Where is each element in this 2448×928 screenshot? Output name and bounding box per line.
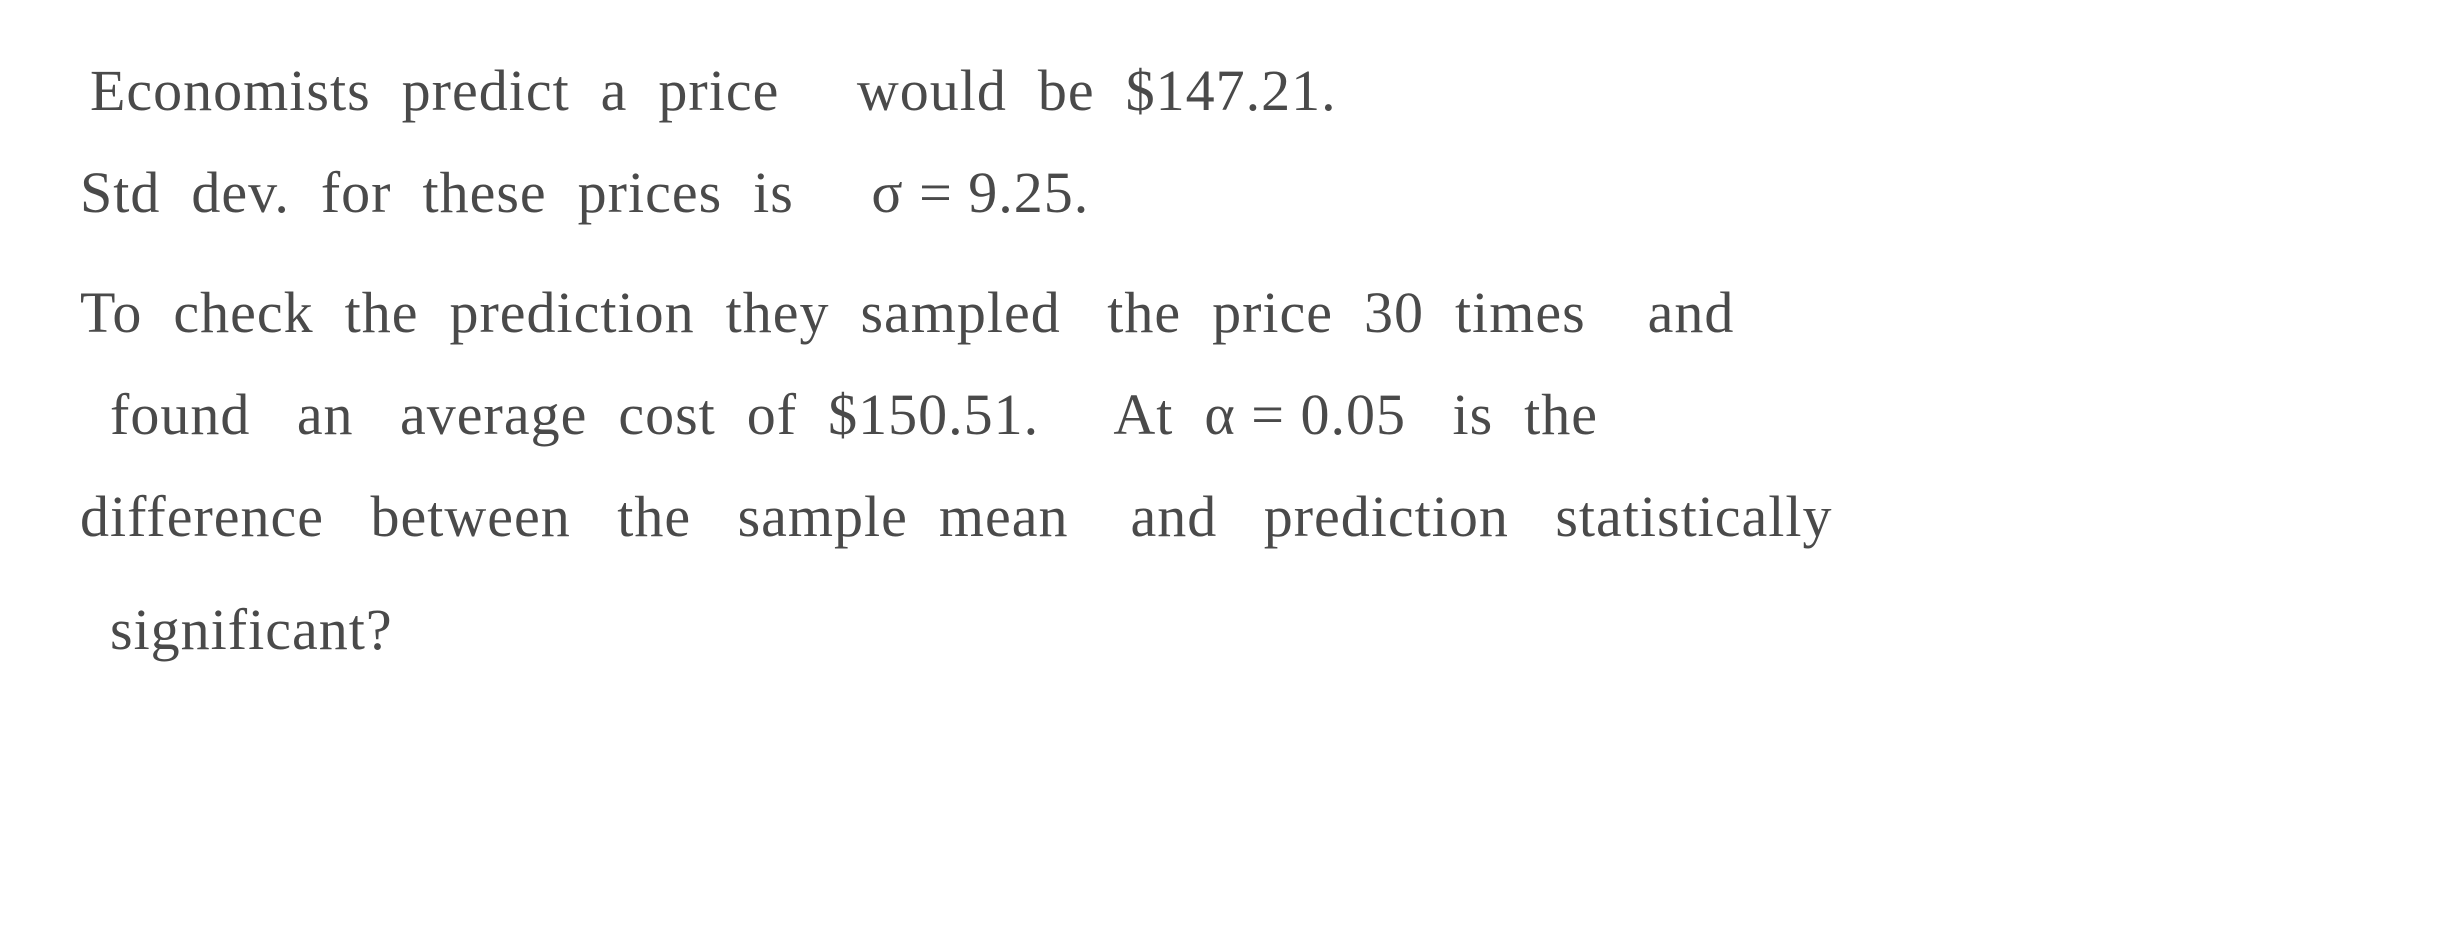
problem-line-6: significant?	[110, 567, 2388, 681]
problem-line-3: To check the prediction they sampled the…	[80, 244, 2388, 364]
problem-line-1: Economists predict a price would be $147…	[90, 40, 2388, 142]
problem-line-5: difference between the sample mean and p…	[80, 466, 2388, 568]
problem-line-2: Std dev. for these prices is σ = 9.25.	[80, 142, 2388, 244]
problem-line-4: found an average cost of $150.51. At α =…	[110, 364, 2388, 466]
handwritten-problem: Economists predict a price would be $147…	[0, 0, 2448, 928]
